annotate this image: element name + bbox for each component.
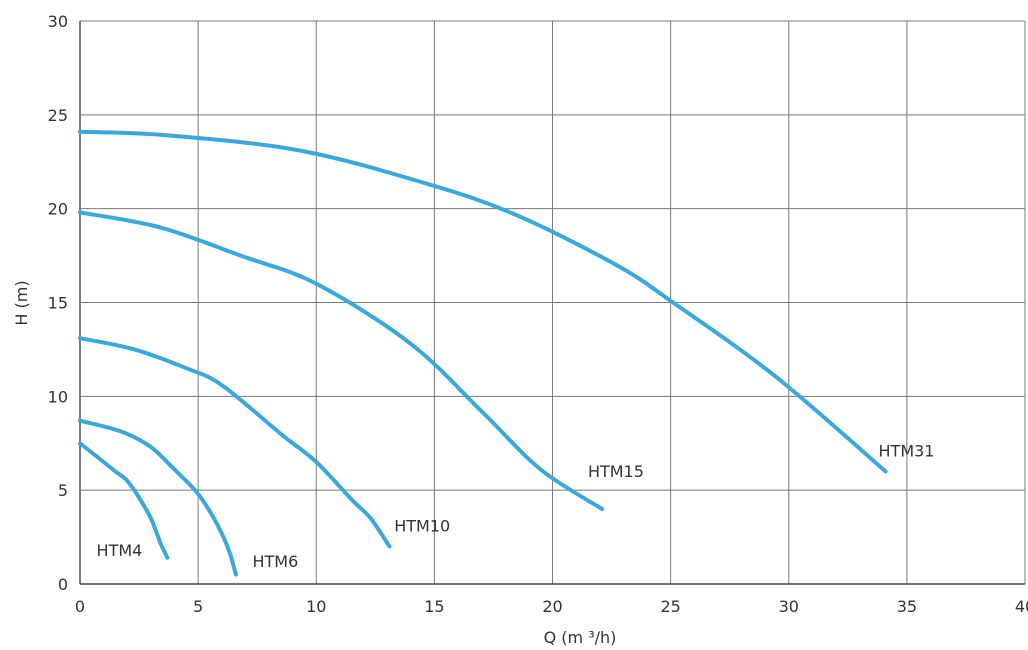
y-tick-label: 10 (48, 387, 68, 406)
y-tick-label: 20 (48, 200, 68, 219)
series-line-htm6 (78, 418, 238, 577)
y-tick-label: 30 (48, 12, 68, 31)
series-label-htm6: HTM6 (252, 552, 298, 571)
y-tick-label: 0 (58, 575, 68, 594)
x-axis-label: Q (m ³/h) (544, 628, 617, 647)
series-label-htm4: HTM4 (97, 541, 143, 560)
series-label-htm10: HTM10 (394, 516, 450, 535)
x-tick-label: 20 (542, 597, 562, 616)
y-tick-label: 15 (48, 294, 68, 313)
series-line-htm15 (78, 210, 605, 511)
y-tick-label: 25 (48, 106, 68, 125)
x-tick-label: 25 (660, 597, 680, 616)
series-label-layer: HTM4 HTM6 HTM10 HTM15 HTM31 (97, 441, 935, 571)
axis-layer: 0 5 10 15 20 25 30 35 40 0 5 10 15 20 25 30 (48, 12, 1028, 616)
series-line-htm10 (78, 336, 392, 549)
series-layer (78, 129, 888, 577)
series-label-htm15: HTM15 (588, 462, 644, 481)
x-tick-label: 10 (306, 597, 326, 616)
x-tick-label: 5 (193, 597, 203, 616)
x-tick-label: 35 (897, 597, 917, 616)
series-line-htm31 (78, 129, 888, 474)
series-label-htm31: HTM31 (879, 441, 935, 460)
grid-layer (79, 20, 1026, 585)
y-axis-label: H (m) (12, 280, 31, 325)
y-tick-label: 5 (58, 481, 68, 500)
x-tick-label: 30 (779, 597, 799, 616)
x-tick-label: 0 (75, 597, 85, 616)
x-tick-label: 15 (424, 597, 444, 616)
series-line-htm4 (78, 441, 170, 560)
x-tick-label: 40 (1015, 597, 1028, 616)
